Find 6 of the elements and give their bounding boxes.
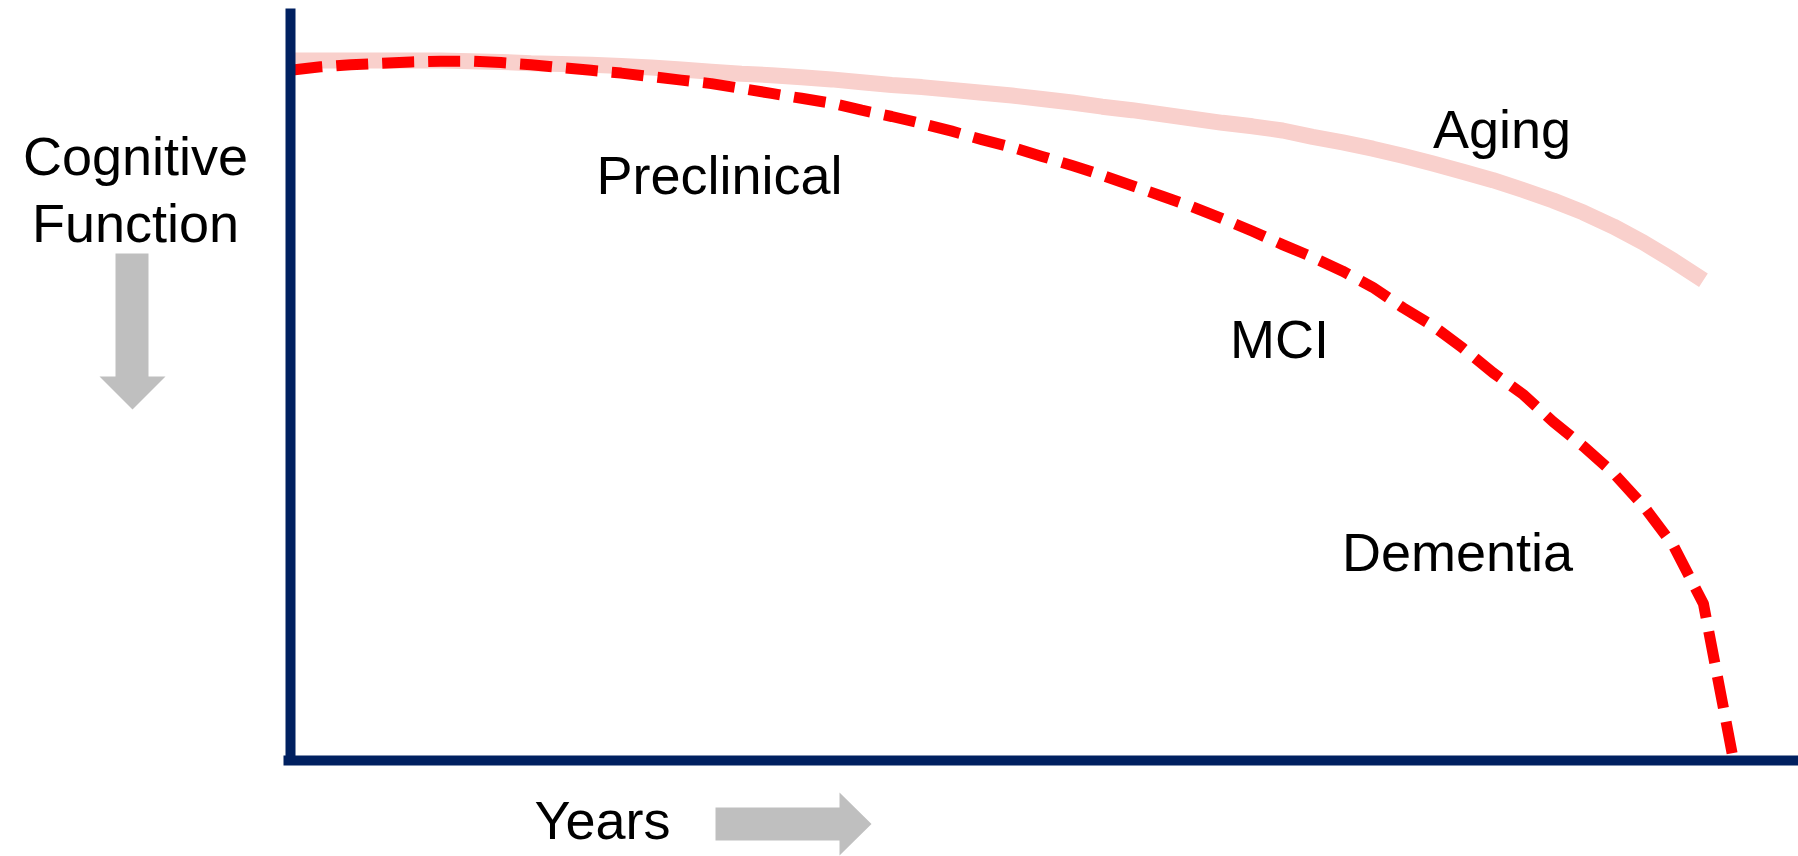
x-axis-title: Years — [534, 789, 671, 850]
series-label: Aging — [1432, 99, 1572, 160]
annotation: Dementia — [1341, 521, 1575, 582]
annotation: MCI — [1230, 308, 1329, 369]
y-axis-title: Cognitive Function — [22, 125, 249, 253]
annotation: Preclinical — [596, 144, 843, 205]
